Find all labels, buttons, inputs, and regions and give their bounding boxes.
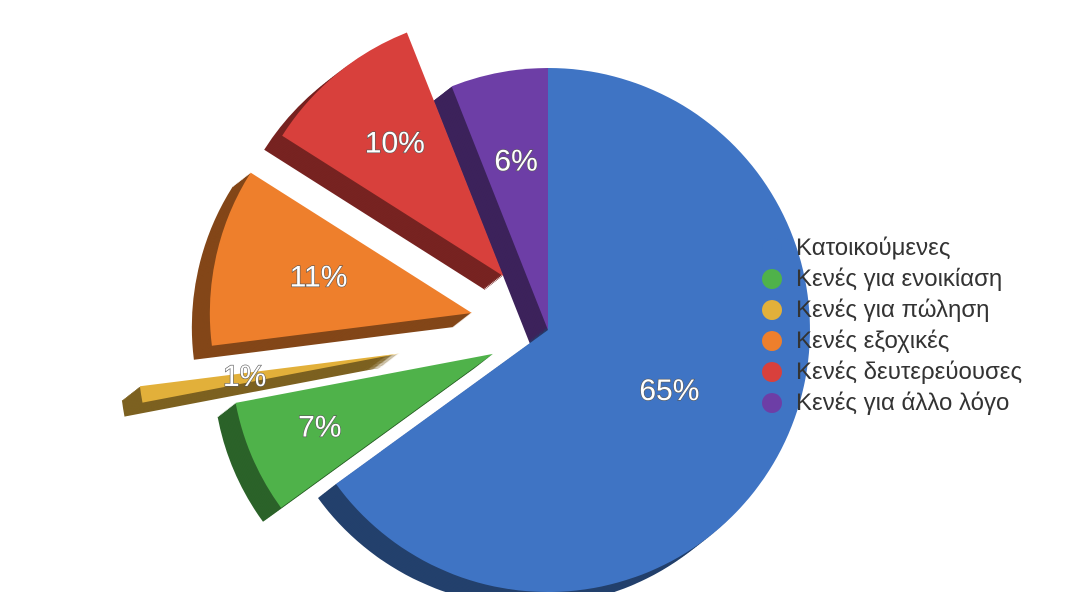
slice-vacant-for-rent bbox=[235, 353, 493, 508]
legend-swatch bbox=[762, 392, 782, 413]
slice-label-vacant-holiday: 11% bbox=[290, 261, 348, 294]
slice-depth-step bbox=[125, 364, 386, 414]
legend-item-vacant-secondary: Κενές δευτερεύουσες bbox=[762, 356, 1022, 387]
slice-depth-step bbox=[127, 363, 387, 413]
legend-item-vacant-for-sale: Κενές για πώληση bbox=[762, 294, 1022, 325]
slice-depth-vacant-for-sale bbox=[121, 354, 399, 417]
slice-vacant-holiday bbox=[209, 172, 472, 346]
slice-depth-step bbox=[134, 357, 395, 407]
slice-label-vacant-for-rent: 7% bbox=[298, 411, 341, 444]
legend-swatch bbox=[762, 237, 782, 258]
legend-label: Κενές εξοχικές bbox=[796, 326, 950, 354]
legend-swatch bbox=[762, 268, 782, 289]
slice-depth-step bbox=[124, 365, 385, 415]
slice-depth-step bbox=[132, 359, 393, 409]
legend-swatch bbox=[762, 299, 782, 320]
legend-item-vacant-for-rent: Κενές για ενοικίαση bbox=[762, 263, 1022, 294]
slice-label-occupied: 65% bbox=[639, 374, 699, 407]
legend-label: Κενές για ενοικίαση bbox=[796, 264, 1003, 292]
legend-label: Κενές δευτερεύουσες bbox=[796, 357, 1023, 385]
slice-vacant-for-sale bbox=[139, 353, 400, 403]
slice-label-layer: 65% 7% 1% 11% 10% 6% bbox=[222, 126, 700, 444]
slice-vacant-other bbox=[451, 68, 548, 330]
slice-vacant-secondary bbox=[282, 32, 504, 277]
legend-item-vacant-holiday: Κενές εξοχικές bbox=[762, 325, 1022, 356]
slice-depth-step bbox=[133, 358, 394, 408]
slice-depth-step bbox=[128, 362, 389, 412]
slice-depth-step bbox=[136, 356, 396, 406]
slice-label-vacant-secondary: 10% bbox=[365, 127, 425, 160]
slice-depth-step bbox=[121, 367, 382, 417]
slice-depth-step bbox=[138, 354, 399, 404]
slice-face-layer bbox=[139, 32, 810, 592]
legend-label: Κενές για πώληση bbox=[796, 295, 990, 323]
slice-depth-step bbox=[123, 366, 384, 416]
slice-occupied bbox=[336, 68, 810, 592]
legend-swatch bbox=[762, 330, 782, 351]
legend-item-vacant-other: Κενές για άλλο λόγο bbox=[762, 387, 1022, 418]
slice-depth-step bbox=[129, 361, 390, 411]
legend: Κατοικούμενες Κενές για ενοικίαση Κενές … bbox=[762, 232, 1022, 418]
legend-label: Κενές για άλλο λόγο bbox=[796, 388, 1010, 416]
legend-label: Κατοικούμενες bbox=[796, 233, 951, 261]
legend-swatch bbox=[762, 361, 782, 382]
slice-depth-step bbox=[137, 355, 398, 405]
slice-depth-step bbox=[130, 360, 391, 410]
slice-label-vacant-other: 6% bbox=[494, 145, 537, 178]
legend-item-occupied: Κατοικούμενες bbox=[762, 232, 1022, 263]
slice-label-vacant-for-sale: 1% bbox=[223, 360, 266, 393]
